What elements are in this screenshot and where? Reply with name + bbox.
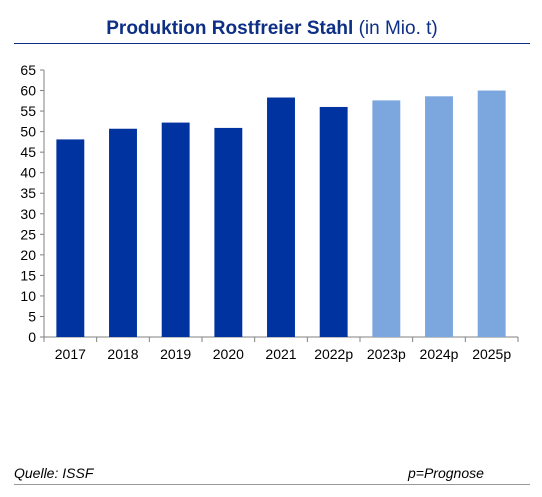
x-tick-label: 2019 <box>160 346 191 362</box>
y-tick-label: 25 <box>20 226 36 242</box>
bar-2025p <box>477 90 506 338</box>
bar-2018 <box>109 128 137 337</box>
y-tick-label: 0 <box>28 329 36 345</box>
bar-2024p <box>425 96 453 337</box>
y-tick-label: 40 <box>20 165 36 181</box>
y-tick-label: 65 <box>20 62 36 78</box>
y-tick-label: 55 <box>20 103 36 119</box>
x-tick-label: 2020 <box>213 346 244 362</box>
bar-2021 <box>267 97 295 337</box>
x-tick-label: 2025p <box>472 346 511 362</box>
y-tick-label: 20 <box>20 247 36 263</box>
forecast-note: p=Prognose <box>408 465 484 481</box>
y-tick-label: 30 <box>20 206 36 222</box>
footer-rule <box>14 484 530 485</box>
y-tick-label: 60 <box>20 83 36 99</box>
bar-2017 <box>56 139 85 337</box>
source-note: Quelle: ISSF <box>14 465 94 481</box>
x-tick-label: 2022p <box>314 346 353 362</box>
chart-title: Produktion Rostfreier Stahl <box>106 18 354 39</box>
chart-subtitle: (in Mio. t) <box>358 18 438 39</box>
bar-2019 <box>161 122 190 337</box>
y-tick-label: 10 <box>20 288 36 304</box>
y-tick-label: 5 <box>28 308 36 324</box>
bar-2023p <box>372 100 401 338</box>
x-tick-label: 2024p <box>420 346 459 362</box>
x-tick-label: 2021 <box>265 346 296 362</box>
y-tick-label: 35 <box>20 185 36 201</box>
chart-title-line: Produktion Rostfreier Stahl (in Mio. t) <box>14 18 530 40</box>
x-tick-label: 2017 <box>55 346 86 362</box>
x-tick-label: 2018 <box>107 346 138 362</box>
bar-2022p <box>319 106 348 337</box>
y-tick-label: 45 <box>20 144 36 160</box>
x-tick-label: 2023p <box>367 346 406 362</box>
title-underline <box>14 43 530 44</box>
y-tick-label: 15 <box>20 267 36 283</box>
y-tick-label: 50 <box>20 124 36 140</box>
bar-2020 <box>214 127 243 338</box>
